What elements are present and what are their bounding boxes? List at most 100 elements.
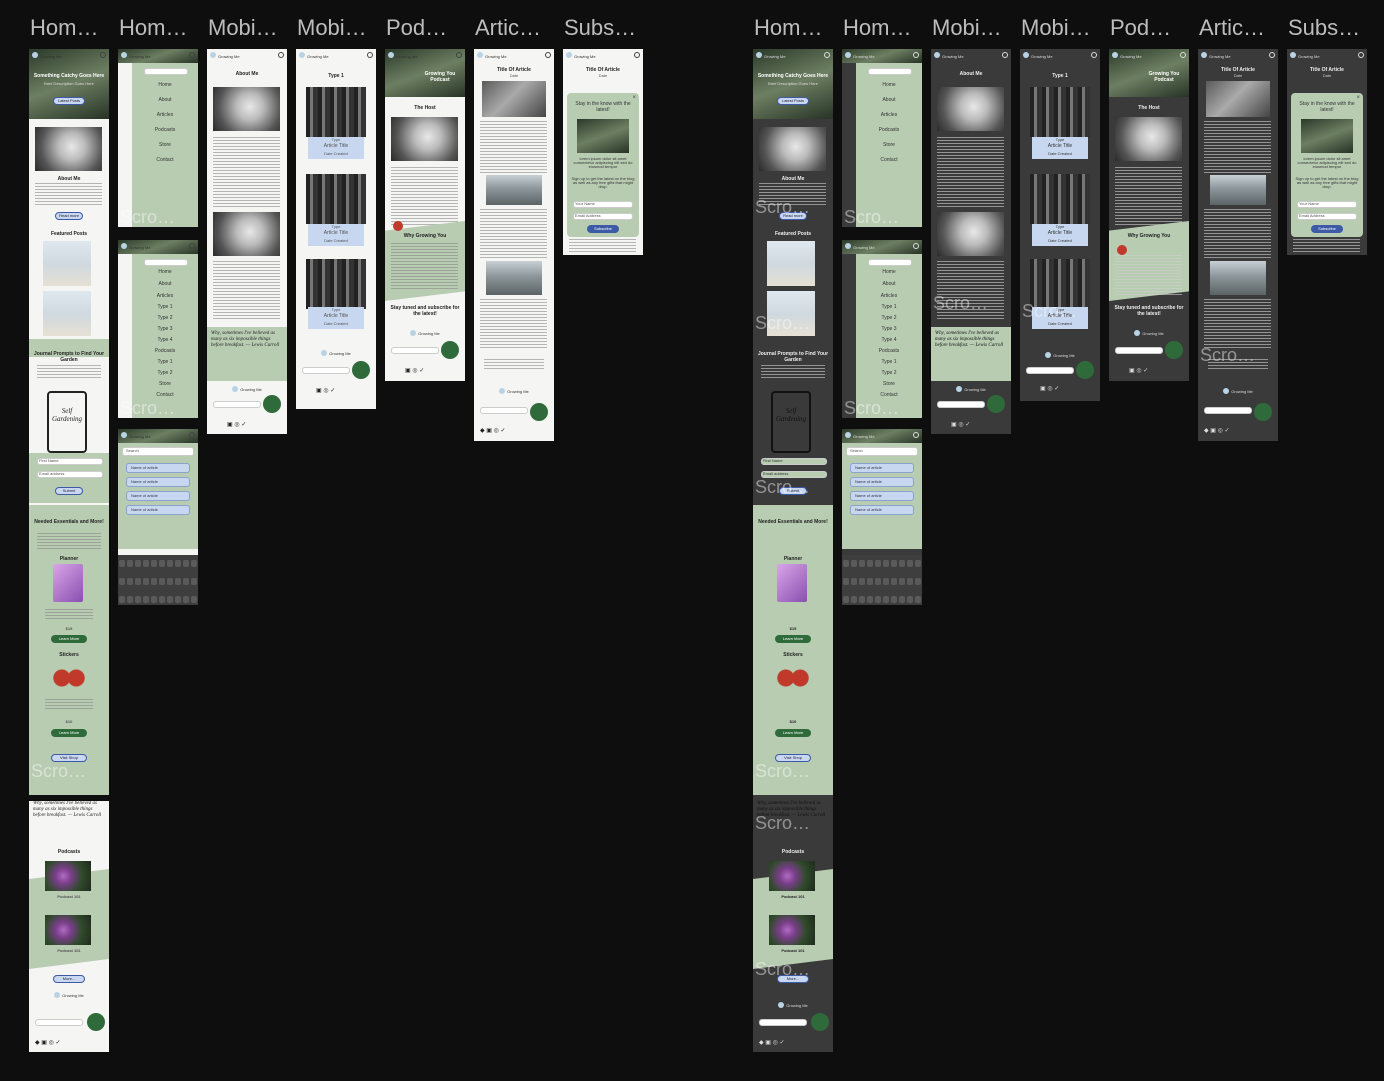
frame-label-home[interactable]: Hom… (30, 15, 99, 40)
menu-icon[interactable] (1180, 52, 1186, 58)
search-result[interactable]: Name of article (126, 463, 190, 473)
article-card-2[interactable]: Type Article Title Date Created (1032, 224, 1088, 246)
frame-label-mobile-type[interactable]: Mobi… (297, 15, 367, 40)
type-frame[interactable]: Growing Me Type 1 Type Article Title Dat… (296, 49, 376, 409)
nav-store[interactable]: Store (883, 381, 895, 387)
frame-label-mobile-about-dark[interactable]: Mobi… (932, 15, 1002, 40)
search-result[interactable]: Name of article (850, 463, 914, 473)
stickers-learn-more-button[interactable]: Learn More (51, 729, 87, 737)
stickers-learn-more-button[interactable]: Learn More (775, 729, 811, 737)
submit-button[interactable]: Submit (779, 487, 807, 495)
first-name-field[interactable] (761, 458, 827, 465)
footer-email-field[interactable] (391, 347, 439, 354)
frame-label-mobile-about[interactable]: Mobi… (208, 15, 278, 40)
email-field[interactable] (37, 471, 103, 478)
keyboard[interactable] (118, 555, 198, 605)
nav-type-1[interactable]: Type 1 (157, 304, 173, 310)
podcast-frame[interactable]: Growing Me Growing You Podcast The Host … (385, 49, 465, 381)
nav-about[interactable]: About (158, 97, 172, 103)
nav-about[interactable]: About (882, 281, 896, 287)
nav-type-3[interactable]: Type 3 (881, 326, 897, 332)
menu-search-input[interactable] (144, 259, 188, 266)
menu-icon[interactable] (545, 52, 551, 58)
podcast-image-2[interactable] (45, 915, 91, 945)
menu-frame-2[interactable]: Growing Me Home About Articles Type 1 Ty… (118, 240, 198, 418)
menu-icon[interactable] (189, 432, 195, 438)
footer-social-icons[interactable]: ◆ ▣ ◎ ✓ (1204, 428, 1230, 434)
read-more-button[interactable]: Read more (55, 212, 83, 220)
visit-shop-button[interactable]: Visit Shop (51, 754, 87, 762)
footer-social-icons[interactable]: ▣ ◎ ✓ (951, 422, 971, 428)
nav-type-2[interactable]: Type 2 (881, 315, 897, 321)
close-menu-icon[interactable] (913, 243, 919, 249)
nav-home[interactable]: Home (158, 82, 172, 88)
planner-learn-more-button[interactable]: Learn More (775, 635, 811, 643)
frame-label-home-menu-dark[interactable]: Hom… (843, 15, 912, 40)
menu-search-input[interactable] (868, 68, 912, 75)
search-result[interactable]: Name of article (850, 505, 914, 515)
popup-name-field[interactable] (1297, 201, 1357, 208)
footer-social-icons[interactable]: ▣ ◎ ✓ (1040, 386, 1060, 392)
nav-podcasts[interactable]: Podcasts (154, 348, 176, 354)
menu-icon[interactable] (1091, 52, 1097, 58)
nav-articles[interactable]: Articles (880, 293, 898, 299)
nav-podcasts[interactable]: Podcasts (878, 348, 900, 354)
podcast-image-2[interactable] (769, 915, 815, 945)
footer-email-field[interactable] (302, 367, 350, 374)
home-frame[interactable]: Growing Me Something Catchy Goes Here Br… (29, 49, 109, 1052)
nav-type-4[interactable]: Type 4 (881, 337, 897, 343)
type-frame-dark[interactable]: Growing Me Type 1 Type Article Title Dat… (1020, 49, 1100, 401)
close-icon[interactable]: × (1356, 95, 1360, 101)
subscribe-frame[interactable]: Growing Me Title Of Article Date × Stay … (563, 49, 643, 255)
nav-home[interactable]: Home (158, 269, 172, 275)
menu-icon[interactable] (1002, 52, 1008, 58)
menu-icon[interactable] (1358, 52, 1364, 58)
footer-social-icons[interactable]: ◆ ▣ ◎ ✓ (35, 1040, 61, 1046)
footer-email-field[interactable] (1026, 367, 1074, 374)
nav-articles[interactable]: Articles (156, 293, 174, 299)
home-frame-dark[interactable]: Growing Me Something Catchy Goes Here Br… (753, 49, 833, 1052)
nav-podcast-type-1[interactable]: Type 1 (881, 359, 897, 365)
popup-subscribe-button[interactable]: Subscribe (587, 225, 619, 233)
nav-contact[interactable]: Contact (880, 392, 898, 398)
menu-icon[interactable] (913, 432, 919, 438)
article-card-image-1[interactable] (306, 87, 366, 137)
frame-label-home-dark[interactable]: Hom… (754, 15, 823, 40)
article-card-2[interactable]: Type Article Title Date Created (308, 224, 364, 246)
search-result[interactable]: Name of article (850, 491, 914, 501)
frame-label-subscribe[interactable]: Subs… (564, 15, 637, 40)
popup-email-field[interactable] (573, 213, 633, 220)
featured-post-2[interactable] (767, 291, 815, 336)
nav-contact[interactable]: Contact (156, 392, 174, 398)
featured-post-1[interactable] (43, 241, 91, 286)
menu-search-input[interactable] (144, 68, 188, 75)
article-card-image-3[interactable] (306, 259, 366, 309)
nav-about[interactable]: About (158, 281, 172, 287)
nav-type-3[interactable]: Type 3 (157, 326, 173, 332)
article-card-1[interactable]: Type Article Title Date Created (308, 137, 364, 159)
article-card-3[interactable]: Type Article Title Date Created (1032, 307, 1088, 329)
nav-podcasts[interactable]: Podcasts (154, 127, 176, 133)
latest-posts-button[interactable]: Latest Posts (777, 97, 809, 105)
frame-label-article-dark[interactable]: Artic… (1199, 15, 1265, 40)
footer-social-icons[interactable]: ◆ ▣ ◎ ✓ (480, 428, 506, 434)
article-card-image-2[interactable] (1030, 174, 1090, 224)
footer-email-field[interactable] (1115, 347, 1163, 354)
nav-podcast-type-2[interactable]: Type 2 (881, 370, 897, 376)
menu-icon[interactable] (367, 52, 373, 58)
podcast-image-1[interactable] (45, 861, 91, 891)
menu-icon[interactable] (634, 52, 640, 58)
close-menu-icon[interactable] (913, 52, 919, 58)
footer-social-icons[interactable]: ▣ ◎ ✓ (1129, 368, 1149, 374)
keyboard[interactable] (842, 555, 922, 605)
footer-email-field[interactable] (759, 1019, 807, 1026)
menu-frame-2-dark[interactable]: Growing Me Home About Articles Type 1 Ty… (842, 240, 922, 418)
frame-label-article[interactable]: Artic… (475, 15, 541, 40)
nav-podcast-type-2[interactable]: Type 2 (157, 370, 173, 376)
nav-type-2[interactable]: Type 2 (157, 315, 173, 321)
visit-shop-button[interactable]: Visit Shop (775, 754, 811, 762)
more-podcasts-button[interactable]: More... (53, 975, 85, 983)
search-input[interactable] (846, 447, 918, 456)
nav-store[interactable]: Store (159, 142, 171, 148)
nav-contact[interactable]: Contact (880, 157, 898, 163)
